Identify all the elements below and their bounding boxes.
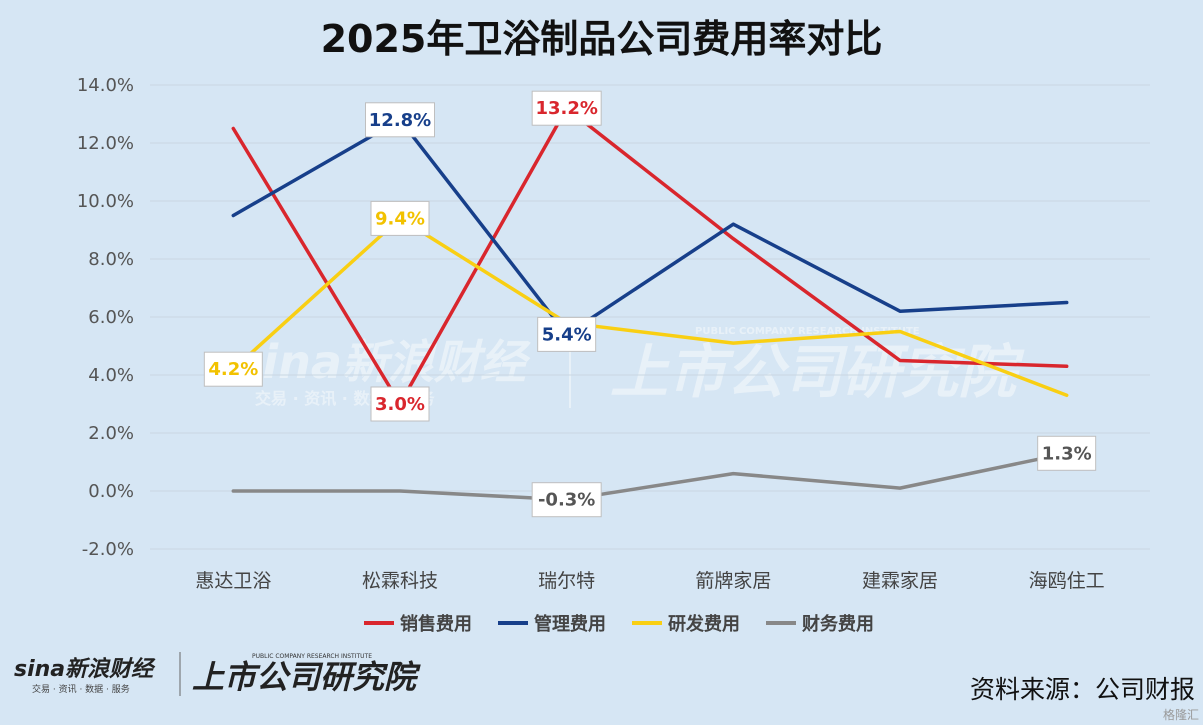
data-label-box [531, 482, 602, 518]
data-label: 13.2% [531, 90, 602, 126]
data-label: 5.4% [537, 316, 597, 352]
footer-tagline: 交易 · 资讯 · 数据 · 服务 [32, 683, 130, 695]
y-tick-label: 10.0% [77, 191, 134, 212]
data-labels: 3.0% 13.2% 12.8% 5.4% 4.2% 9.4% -0.3% 1.3% [203, 90, 1097, 518]
source-note: 资料来源：公司财报 [969, 675, 1195, 704]
data-label: 1.3% [1037, 435, 1097, 471]
data-label-box [203, 351, 263, 387]
series-line-1 [231, 118, 1069, 337]
y-tick-label: 4.0% [88, 365, 134, 386]
legend-label: 销售费用 [400, 613, 472, 635]
chart-title: 2025年卫浴制品公司费用率对比 [320, 17, 883, 61]
y-axis-ticks: -2.0% 0.0% 2.0% 4.0% 6.0% 8.0% 10.0% 12.0% 14.0% [77, 75, 134, 560]
series-lines [231, 106, 1069, 502]
data-label-text: 5.4% [542, 324, 592, 345]
data-label-box [365, 102, 435, 138]
legend-item: 管理费用 [498, 613, 606, 635]
gridlines [150, 84, 1150, 550]
y-tick-label: 12.0% [77, 133, 134, 154]
data-label: 3.0% [370, 386, 430, 422]
y-tick-label: 8.0% [88, 249, 134, 270]
legend-item: 研发费用 [632, 613, 740, 635]
footer-institute-en: PUBLIC COMPANY RESEARCH INSTITUTE [252, 653, 372, 660]
data-label-text: 4.2% [208, 359, 258, 380]
data-label-text: 3.0% [375, 394, 425, 415]
x-category-label: 松霖科技 [362, 570, 438, 592]
footer-brand: sina新浪财经 [14, 656, 156, 682]
x-category-label: 箭牌家居 [695, 570, 771, 592]
legend-item: 销售费用 [364, 613, 472, 635]
legend: 销售费用 管理费用 研发费用 财务费用 [364, 613, 874, 635]
watermark-institute-en: PUBLIC COMPANY RESEARCH INSTITUTE [695, 326, 920, 337]
data-label-box [531, 90, 602, 126]
y-tick-label: 0.0% [88, 481, 134, 502]
x-axis-categories: 惠达卫浴 松霖科技 瑞尔特 箭牌家居 建霖家居 海鸥住工 [195, 570, 1104, 592]
y-tick-label: 14.0% [77, 75, 134, 96]
data-label: 4.2% [203, 351, 263, 387]
series-line-0 [231, 106, 1069, 406]
series-line-3 [231, 451, 1069, 502]
data-label-box [1037, 435, 1097, 471]
y-tick-label: 2.0% [88, 423, 134, 444]
y-tick-label: -2.0% [82, 539, 134, 560]
data-label: -0.3% [531, 482, 602, 518]
footer-institute: 上市公司研究院 [192, 658, 421, 696]
series-line-2 [231, 216, 1069, 398]
legend-label: 研发费用 [668, 613, 740, 635]
data-label: 9.4% [370, 200, 430, 236]
watermark-brand: sina新浪财经 [235, 335, 531, 389]
x-category-label: 惠达卫浴 [195, 570, 271, 592]
data-label-text: 12.8% [369, 110, 431, 131]
data-label-text: 1.3% [1042, 443, 1092, 464]
data-label-text: 9.4% [375, 208, 425, 229]
x-category-label: 海鸥住工 [1029, 570, 1105, 592]
x-category-label: 瑞尔特 [538, 570, 595, 592]
watermark-institute: 上市公司研究院 [610, 338, 1025, 406]
legend-label: 管理费用 [534, 613, 606, 635]
footer-logo: sina新浪财经 交易 · 资讯 · 数据 · 服务 PUBLIC COMPAN… [14, 652, 421, 696]
corner-watermark: 格隆汇 [1162, 708, 1199, 722]
data-label-box [370, 386, 430, 422]
data-label-text: -0.3% [538, 490, 595, 511]
y-tick-label: 6.0% [88, 307, 134, 328]
legend-item: 财务费用 [766, 613, 874, 635]
data-label-text: 13.2% [535, 98, 597, 119]
data-label-box [370, 200, 430, 236]
data-label-box [537, 316, 597, 352]
data-label: 12.8% [365, 102, 435, 138]
legend-label: 财务费用 [802, 613, 874, 635]
x-category-label: 建霖家居 [862, 570, 938, 592]
watermark: sina新浪财经 交易 · 资讯 · 数据 · 服务 PUBLIC COMPAN… [235, 326, 1025, 408]
